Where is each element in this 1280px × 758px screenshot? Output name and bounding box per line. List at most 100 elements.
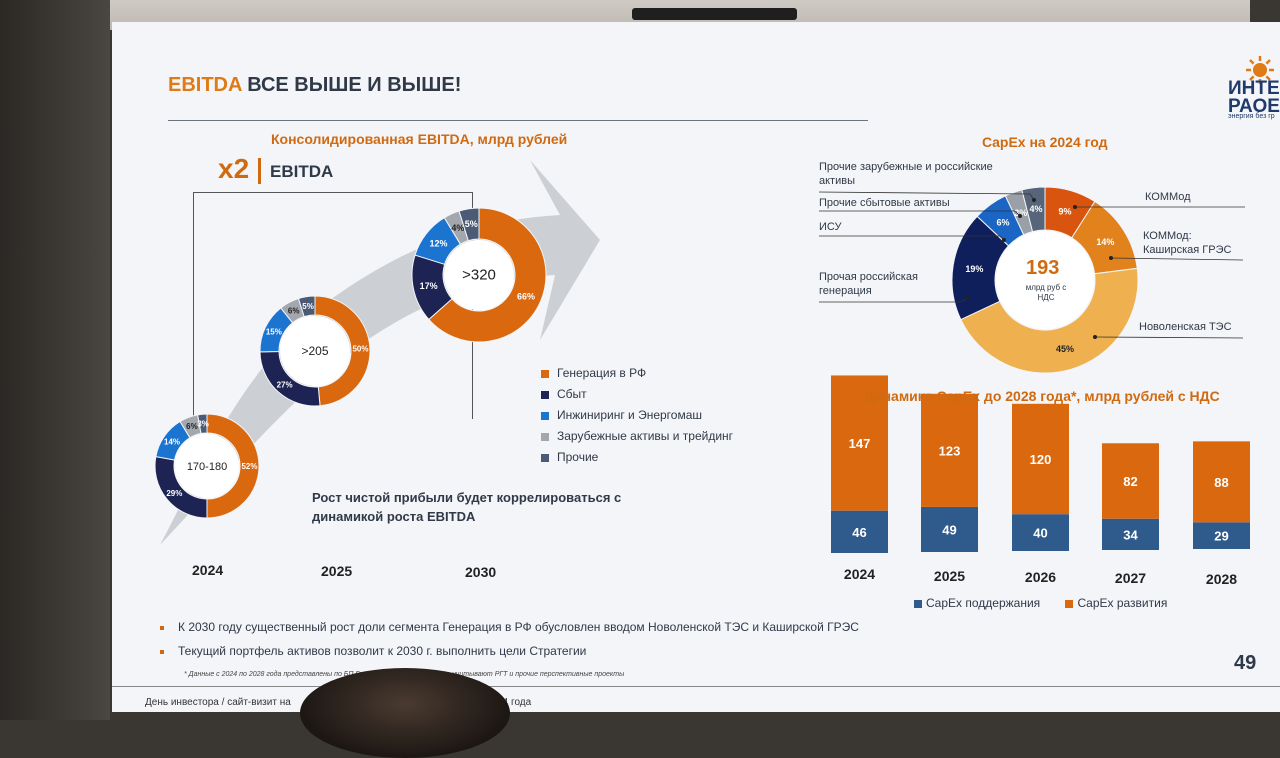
slice-value-label: 66%: [517, 291, 535, 301]
bullet-item: Текущий портфель активов позволит к 2030…: [160, 644, 586, 658]
bar-value-label: 46: [852, 525, 866, 540]
audience-head: [300, 668, 510, 758]
bar-value-label: 123: [939, 443, 961, 458]
bar-development: [1193, 441, 1250, 523]
capex-pie-hole: [996, 231, 1094, 329]
legend-swatch: [541, 411, 549, 420]
correlation-note: Рост чистой прибыли будет коррелироватьс…: [312, 490, 622, 524]
callout-other-foreign: Прочие зарубежные и российские активы: [819, 161, 993, 187]
callout-dot: [1018, 214, 1022, 218]
legend-label: Зарубежные активы и трейдинг: [557, 429, 734, 443]
capex-total-unit: млрд руб с НДС: [1025, 283, 1067, 302]
legend-label: Прочие: [557, 450, 599, 464]
slice-value-label: 6%: [186, 422, 198, 431]
title-rest: ВСЕ ВЫШЕ И ВЫШЕ!: [247, 74, 462, 96]
capex-bars-legend: CapEx поддержания CapEx развития: [914, 596, 1167, 610]
ebitda-donut-2025: 50% 27% 15% 6%5% >205: [259, 295, 371, 407]
ebitda-multiplier: x2: [218, 153, 250, 184]
bar-development: [921, 393, 978, 507]
title-accent: EBITDA: [168, 74, 242, 96]
donut-slice: [197, 413, 208, 435]
callout-line: [819, 210, 1021, 217]
slice-value-label: 17%: [420, 281, 438, 291]
footer-left: День инвестора / сайт-визит на: [145, 697, 291, 708]
donut-slice: [458, 207, 480, 242]
legend-swatch: [541, 453, 549, 462]
callout-other-generation: Прочая российская генерация: [819, 271, 918, 297]
ebitda-charts: 52%29%14%6% 3%170-180 50%27%15%6%5%>205 6…: [154, 160, 1250, 587]
slice-value-label: 45%: [1056, 344, 1074, 354]
callout-kashira: КОММод: Каширская ГРЭС: [1143, 230, 1232, 256]
legend-swatch: [541, 390, 549, 399]
bar-value-label: 88: [1214, 475, 1228, 490]
slice-value-label: 4%: [451, 223, 464, 233]
year-label-2025: 2025: [321, 563, 353, 579]
slice-value-label: 50%: [352, 345, 368, 354]
year-label-2030: 2030: [465, 564, 497, 580]
bar-maintenance: [1012, 514, 1069, 551]
bar-category-label: 2024: [844, 566, 875, 582]
donut-hole: [280, 316, 350, 386]
bullet-text: Текущий портфель активов позволит к 2030…: [178, 644, 587, 658]
callout-dot: [1093, 335, 1097, 339]
callout-line: [1094, 336, 1244, 339]
slice-value-label: 14%: [164, 438, 180, 447]
legend-label: Генерация в РФ: [557, 366, 647, 380]
callout-kommod: КОММод: [1145, 191, 1191, 203]
bullet-marker: [160, 649, 164, 654]
bar-category-label: 2028: [1206, 571, 1237, 587]
title-divider: [168, 120, 868, 121]
slice-value-label: 3%: [197, 419, 209, 428]
legend-label: Сбыт: [557, 387, 587, 401]
bar-value-label: 120: [1030, 452, 1052, 467]
slice-value-label: 3%: [1014, 208, 1027, 218]
bullet-text: К 2030 году существенный рост доли сегме…: [178, 620, 859, 634]
callout-line: [1110, 257, 1244, 261]
legend-label: CapEx развития: [1077, 596, 1168, 610]
page-number: 49: [1234, 652, 1257, 674]
slice-value-label: 12%: [429, 238, 447, 248]
multiplier-label: EBITDA: [270, 162, 334, 181]
donut-slice: [428, 207, 547, 343]
slice-value-label: 29%: [166, 489, 182, 498]
slide-title: EBITDA ВСЕ ВЫШЕ И ВЫШЕ!: [168, 74, 461, 97]
bar-value-label: 40: [1033, 526, 1047, 541]
logo-tagline: энергия без гр: [1228, 113, 1275, 120]
capex-bar-chart: 46 147 2024 49 123 2025 40 120 2026 34 82 2027 29 88 2…: [831, 375, 1250, 587]
bar-maintenance: [1193, 522, 1250, 549]
bar-value-label: 147: [849, 436, 871, 451]
bar-value-label: 49: [942, 522, 956, 537]
bar-development: [831, 375, 888, 511]
ebitda-legend: Генерация в РФ Сбыт Инжиниринг и Энергом…: [541, 366, 733, 471]
donut-hole: [444, 240, 514, 310]
callout-dot: [1109, 256, 1113, 260]
donut-center-label: >205: [301, 344, 328, 358]
legend-swatch: [541, 369, 549, 378]
ebitda-section-title: Консолидированная EBITDA, млрд рублей: [271, 131, 568, 147]
callout-dot: [1073, 205, 1077, 209]
footer-divider: [112, 686, 1280, 687]
bar-development: [1012, 403, 1069, 515]
ebitda-donut-2024: 52% 29% 14% 6% 3% 170-180: [154, 413, 260, 519]
bar-value-label: 29: [1214, 529, 1228, 544]
room-wall: [0, 0, 110, 720]
legend-item: Прочие: [541, 450, 733, 471]
slice-value-label: 9%: [1058, 206, 1071, 216]
capex-pie-chart: 9% 14% 45% 19% 6% 3% 4%: [951, 186, 1139, 374]
callout-isu: ИСУ: [819, 221, 842, 233]
donut-slice: [314, 295, 371, 407]
donut-slice: [1021, 186, 1046, 233]
callout-lines: [818, 191, 1245, 339]
callout-line: [818, 191, 1035, 201]
slice-value-label: 52%: [241, 462, 257, 471]
bar-value-label: 34: [1123, 527, 1138, 542]
legend-label: Инжиниринг и Энергомаш: [557, 408, 703, 422]
legend-swatch: [541, 432, 549, 441]
bar-maintenance: [921, 506, 978, 552]
callout-dot: [1032, 198, 1036, 202]
legend-swatch: [1065, 599, 1074, 608]
bar-maintenance: [1102, 518, 1159, 550]
ebitda-donut-2030: 66% 17% 12% 4% 5% >320: [411, 207, 547, 343]
